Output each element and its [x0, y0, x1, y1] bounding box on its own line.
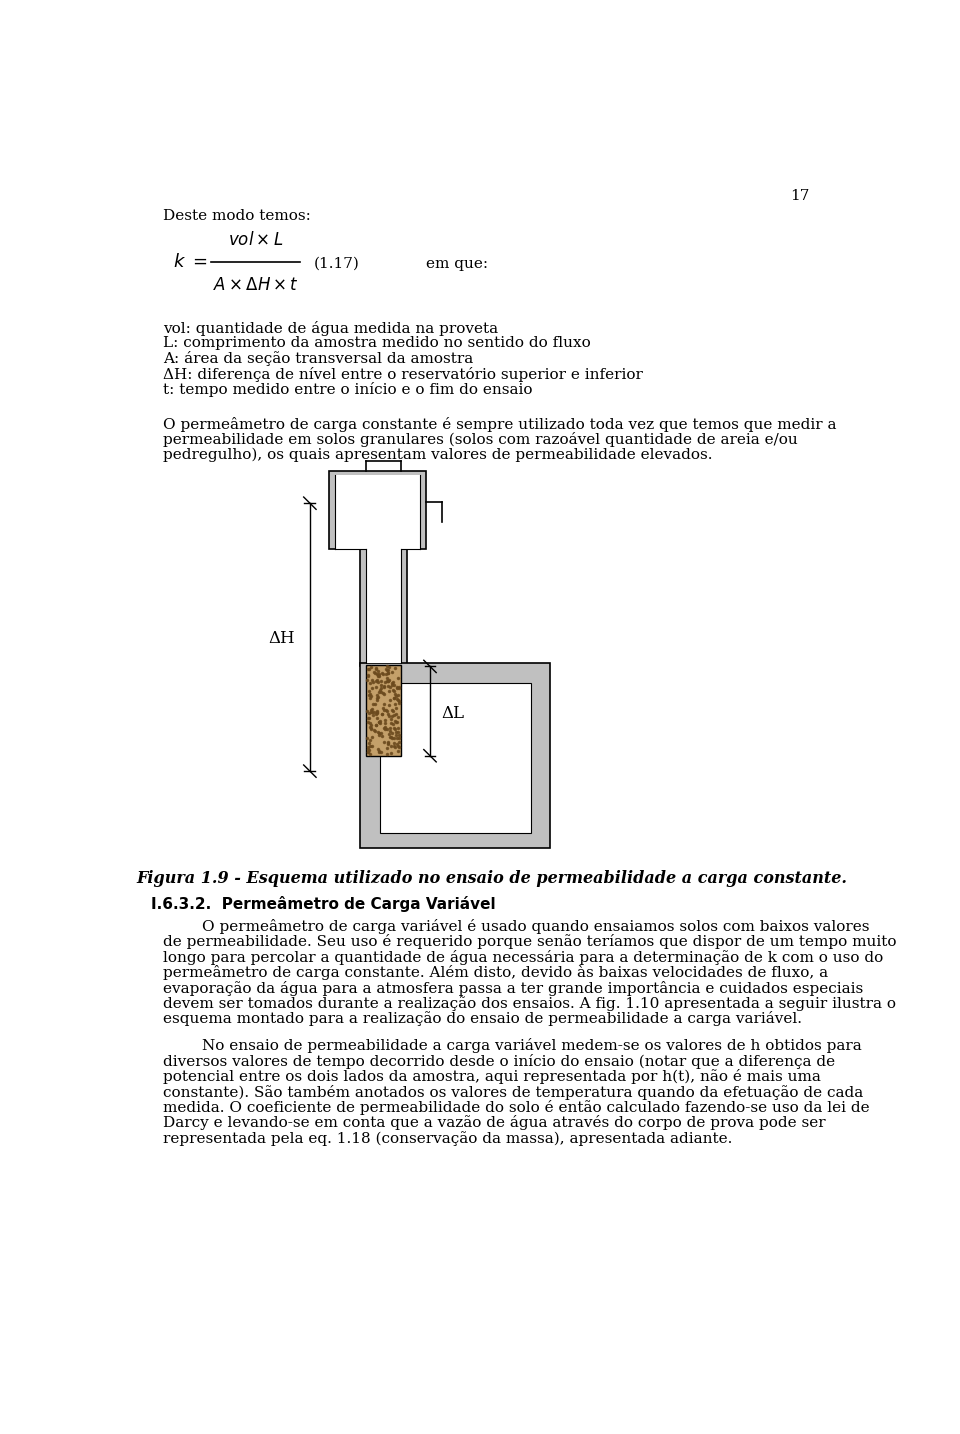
Text: em que:: em que: [426, 257, 489, 271]
Text: $\mathit{vol} \times \mathit{L}$: $\mathit{vol} \times \mathit{L}$ [228, 231, 283, 250]
Text: potencial entre os dois lados da amostra, aqui representada por h(t), não é mais: potencial entre os dois lados da amostra… [162, 1070, 821, 1084]
Text: t: tempo medido entre o início e o fim do ensaio: t: tempo medido entre o início e o fim d… [162, 383, 532, 397]
Text: 17: 17 [790, 189, 809, 204]
Text: constante). São também anotados os valores de temperatura quando da efetuação de: constante). São também anotados os valor… [162, 1084, 863, 1100]
Text: medida. O coeficiente de permeabilidade do solo é então calculado fazendo-se uso: medida. O coeficiente de permeabilidade … [162, 1100, 869, 1114]
Text: ΔH: diferença de nível entre o reservatório superior e inferior: ΔH: diferença de nível entre o reservató… [162, 367, 642, 381]
Bar [379, 683, 531, 833]
Text: O permeâmetro de carga variável é usado quando ensaiamos solos com baixos valore: O permeâmetro de carga variável é usado … [162, 919, 869, 934]
Text: permeabilidade em solos granulares (solos com razoável quantidade de areia e/ou: permeabilidade em solos granulares (solo… [162, 432, 798, 447]
Polygon shape [335, 475, 420, 663]
Text: vol: quantidade de água medida na proveta: vol: quantidade de água medida na provet… [162, 321, 497, 336]
Text: L: comprimento da amostra medido no sentido do fluxo: L: comprimento da amostra medido no sent… [162, 336, 590, 350]
Text: esquema montado para a realização do ensaio de permeabilidade a carga variável.: esquema montado para a realização do ens… [162, 1011, 802, 1027]
Text: representada pela eq. 1.18 (conservação da massa), apresentada adiante.: representada pela eq. 1.18 (conservação … [162, 1131, 732, 1146]
Text: O permeâmetro de carga constante é sempre utilizado toda vez que temos que medir: O permeâmetro de carga constante é sempr… [162, 417, 836, 432]
Text: $\mathit{k}\ =$: $\mathit{k}\ =$ [173, 254, 207, 271]
Text: $\mathit{A} \times \Delta \mathit{H} \times \mathit{t}$: $\mathit{A} \times \Delta \mathit{H} \ti… [212, 277, 299, 294]
Polygon shape [329, 470, 426, 667]
Text: Figura 1.9 - Esquema utilizado no ensaio de permeabilidade a carga constante.: Figura 1.9 - Esquema utilizado no ensaio… [136, 870, 848, 888]
Text: I.6.3.2.  Permeâmetro de Carga Variável: I.6.3.2. Permeâmetro de Carga Variável [151, 896, 495, 912]
Text: devem ser tomados durante a realização dos ensaios. A fig. 1.10 apresentada a se: devem ser tomados durante a realização d… [162, 997, 896, 1011]
Text: Darcy e levando-se em conta que a vazão de água através do corpo de prova pode s: Darcy e levando-se em conta que a vazão … [162, 1116, 826, 1130]
Text: ΔL: ΔL [442, 706, 465, 721]
Text: A: área da seção transversal da amostra: A: área da seção transversal da amostra [162, 351, 473, 367]
Text: diversos valores de tempo decorrido desde o início do ensaio (notar que a difere: diversos valores de tempo decorrido desd… [162, 1054, 835, 1068]
Text: longo para percolar a quantidade de água necessária para a determinação de k com: longo para percolar a quantidade de água… [162, 949, 883, 965]
Text: No ensaio de permeabilidade a carga variável medem-se os valores de h obtidos pa: No ensaio de permeabilidade a carga vari… [162, 1038, 861, 1054]
Text: pedregulho), os quais apresentam valores de permeabilidade elevados.: pedregulho), os quais apresentam valores… [162, 447, 712, 462]
Text: Deste modo temos:: Deste modo temos: [162, 209, 310, 224]
Bar [367, 665, 400, 756]
Text: permeâmetro de carga constante. Além disto, devido às baixas velocidades de flux: permeâmetro de carga constante. Além dis… [162, 965, 828, 981]
Text: ΔH: ΔH [269, 630, 296, 647]
Text: evaporação da água para a atmosfera passa a ter grande importância e cuidados es: evaporação da água para a atmosfera pass… [162, 981, 863, 995]
Bar [360, 664, 550, 847]
Text: (1.17): (1.17) [314, 257, 360, 271]
Text: de permeabilidade. Seu uso é requerido porque senão teríamos que dispor de um te: de permeabilidade. Seu uso é requerido p… [162, 935, 896, 949]
